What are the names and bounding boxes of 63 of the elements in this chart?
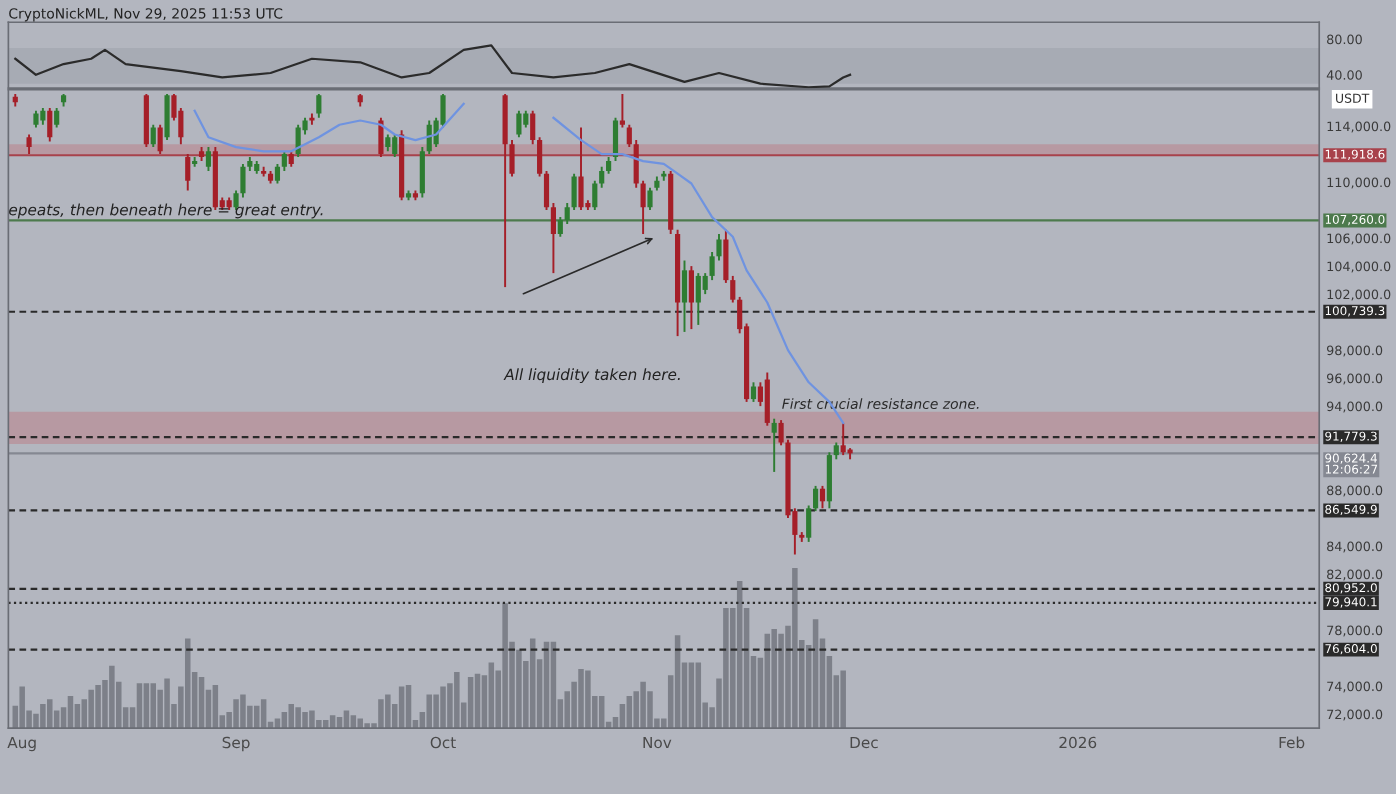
candlestick (516, 109, 522, 139)
candlestick (378, 116, 384, 158)
candlestick (150, 123, 156, 149)
bar (40, 704, 46, 729)
candlestick (316, 92, 322, 119)
candlestick (164, 92, 170, 142)
bar (736, 580, 743, 729)
candlestick (619, 92, 625, 129)
line-series (14, 44, 852, 89)
bar (47, 699, 53, 729)
candlestick (764, 371, 770, 427)
candlestick (47, 106, 53, 143)
bar (440, 686, 446, 729)
bar (109, 665, 115, 729)
candlestick (771, 417, 777, 473)
bar (88, 689, 94, 729)
candlestick (205, 146, 212, 172)
bar (454, 672, 460, 729)
bar (426, 694, 432, 729)
bar (295, 707, 301, 729)
bar (778, 633, 784, 729)
candlestick (185, 153, 191, 192)
bar (240, 694, 246, 729)
bar (364, 723, 370, 729)
candlestick (750, 381, 757, 403)
bar (309, 710, 315, 729)
candlestick (592, 179, 598, 212)
candlestick (571, 172, 577, 212)
bar (502, 603, 508, 729)
bar (585, 670, 591, 729)
candlestick (157, 123, 163, 156)
bar (164, 678, 170, 729)
bar (840, 670, 846, 729)
bar (433, 694, 439, 729)
candlestick (612, 116, 619, 163)
bar (640, 681, 646, 729)
bar (378, 699, 384, 729)
bar (357, 718, 363, 729)
bar (771, 628, 777, 729)
candlestick (840, 421, 846, 457)
bar (233, 699, 239, 729)
bar (792, 568, 798, 729)
bar (578, 668, 584, 729)
candlestick (26, 133, 32, 156)
candlestick (695, 272, 701, 326)
candlestick (647, 186, 653, 212)
bar (302, 712, 308, 729)
candlestick (392, 133, 398, 158)
bar (95, 684, 101, 729)
bar (385, 694, 391, 729)
candlestick (826, 451, 832, 510)
bar (723, 608, 729, 729)
bar (253, 705, 260, 729)
candlestick (681, 259, 688, 333)
bar (184, 638, 191, 729)
bar (150, 683, 157, 729)
candlestick (578, 126, 584, 212)
bar (19, 686, 25, 729)
bar (516, 649, 522, 729)
bar (288, 704, 294, 729)
candlestick (54, 106, 60, 129)
candlestick (688, 265, 694, 331)
candlestick (819, 484, 826, 510)
